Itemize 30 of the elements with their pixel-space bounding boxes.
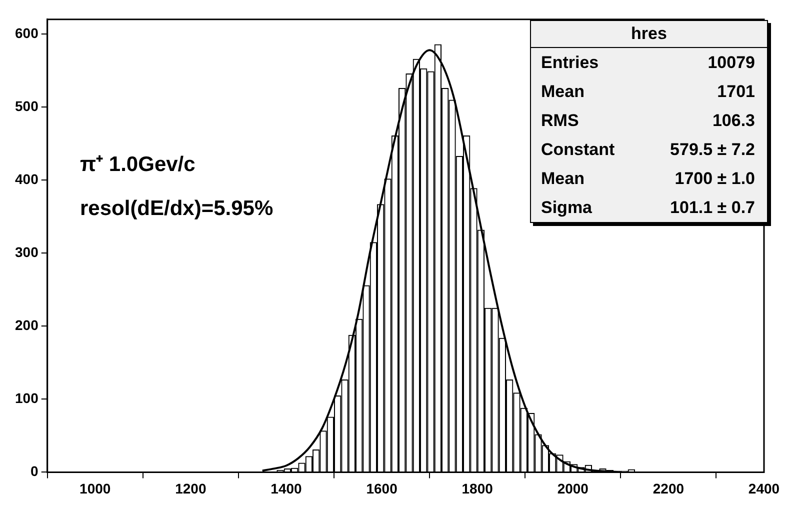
annotation: Constant: [541, 139, 615, 161]
annotation: hres: [531, 21, 767, 48]
y-tick-label: 400: [15, 170, 39, 187]
y-tick-label: 600: [15, 24, 39, 41]
annotation: Mean: [541, 168, 584, 190]
y-tick-label: 100: [15, 390, 39, 406]
x-tick-label: 1200: [175, 480, 206, 496]
annotation: 1701: [717, 81, 755, 103]
x-tick-label: 2400: [748, 480, 780, 496]
y-tick-label: 300: [15, 244, 39, 260]
annotation: Sigma: [541, 197, 592, 219]
y-tick-label: 200: [15, 316, 39, 333]
x-tick-label: 2200: [652, 480, 684, 496]
annotation: Entries: [541, 52, 599, 74]
annotation: 579.5 ± 7.2: [670, 139, 755, 161]
annotation: 10079: [708, 52, 755, 74]
annotation: 1700 ± 1.0: [674, 168, 755, 190]
x-tick-label: 1800: [462, 480, 494, 496]
x-tick-label: 1600: [366, 480, 398, 496]
x-tick-label: 1400: [270, 480, 302, 496]
x-tick-label: 2000: [557, 480, 589, 496]
annotation: 101.1 ± 0.7: [670, 197, 755, 219]
annotation: 106.3: [712, 110, 755, 132]
annotation: resol(dE/dx)=5.95%: [80, 196, 274, 222]
y-tick-label: 0: [30, 463, 39, 480]
annotation: Mean: [541, 81, 584, 103]
x-tick-label: 1000: [80, 480, 111, 496]
y-tick-label: 500: [15, 98, 39, 114]
annotation: RMS: [541, 110, 579, 132]
annotation: π⁺ 1.0Gev/c: [80, 152, 196, 178]
